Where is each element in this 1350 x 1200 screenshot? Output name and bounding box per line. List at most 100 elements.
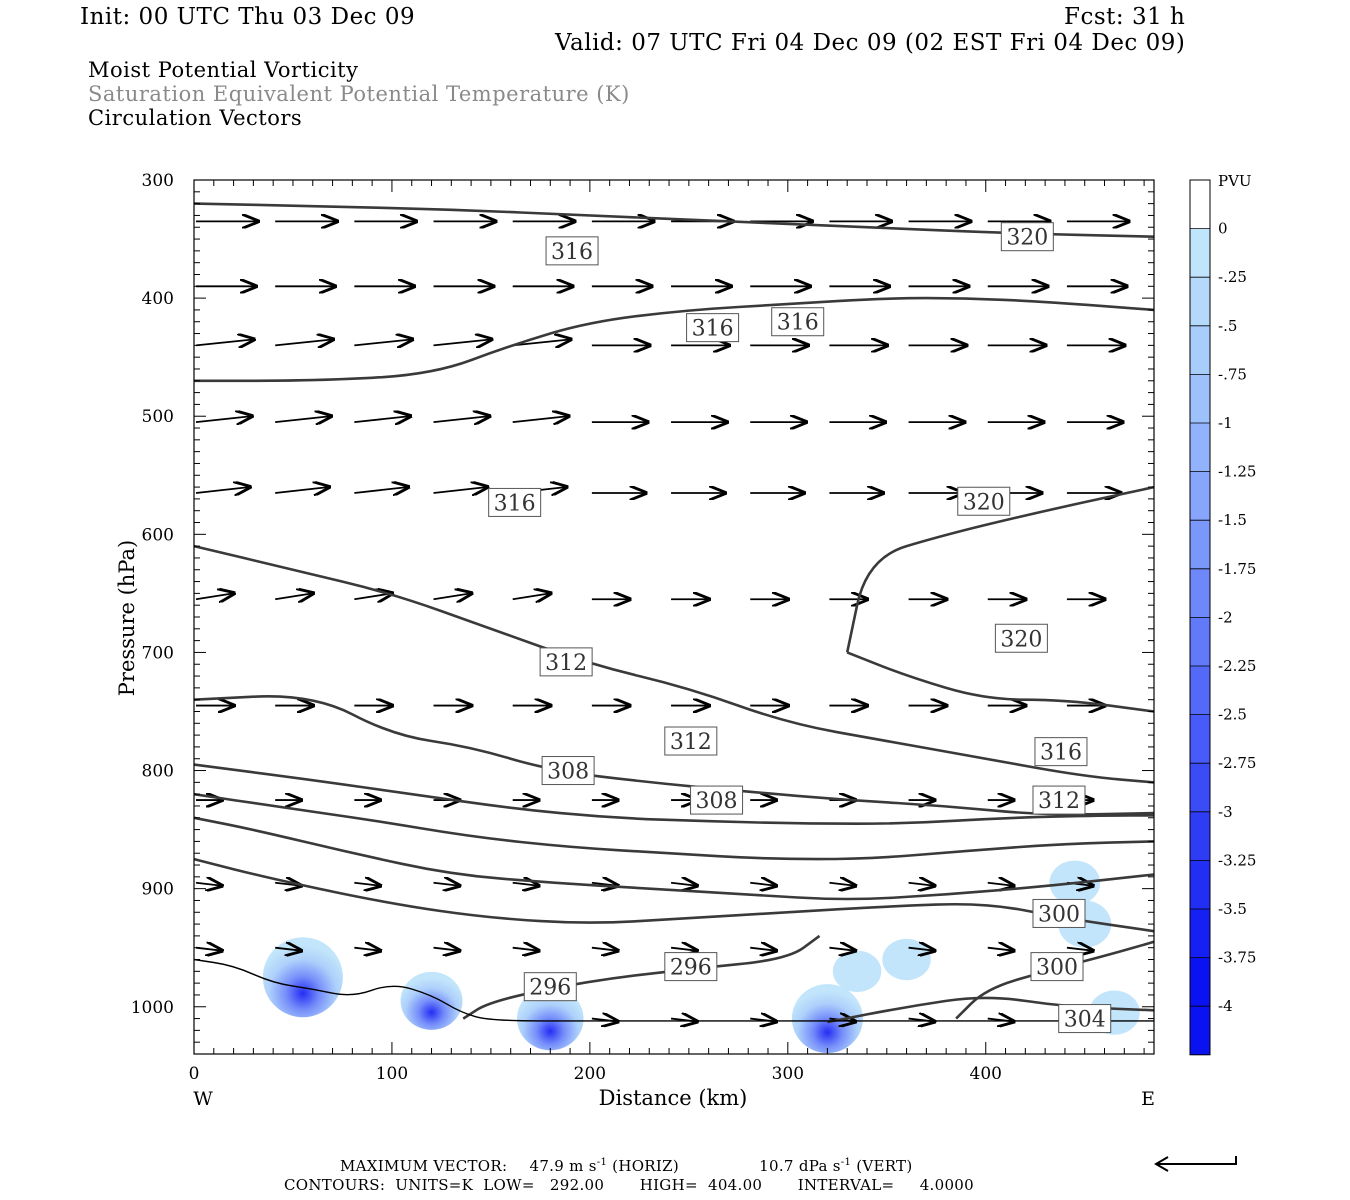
colorbar-swatch-15 xyxy=(1190,909,1210,958)
isentrope-312-7 xyxy=(193,763,1154,826)
colorbar-swatch-12 xyxy=(1190,763,1210,812)
colorbar-label-8: -2 xyxy=(1218,608,1233,626)
circulation-vector-5-3 xyxy=(433,593,472,599)
circulation-vector-9-6 xyxy=(670,948,697,951)
contours-info: CONTOURS: UNITS=K LOW= 292.00 HIGH= 404.… xyxy=(284,1176,974,1194)
y-tick-label: 1000 xyxy=(131,998,174,1018)
contour-label-320-16: 320 xyxy=(994,623,1048,653)
x-tick-label: 200 xyxy=(574,1064,606,1084)
x-axis-title: Distance (km) xyxy=(599,1086,748,1110)
contour-label-296-2: 296 xyxy=(523,972,577,1002)
circulation-vector-9-1 xyxy=(275,948,301,951)
cross-section-chart: 304 300 296 296 300 308 308 312 312 312 316 316 316 3… xyxy=(115,171,1256,1110)
isentrope-320-15 xyxy=(845,485,1155,653)
circulation-vector-8-9 xyxy=(908,883,935,886)
contour-label-text: 316 xyxy=(1040,741,1082,766)
isentrope-contours-layer xyxy=(193,202,1155,1024)
contour-label-text: 308 xyxy=(696,789,738,814)
circulation-vector-5-0 xyxy=(195,593,234,599)
contour-labels-layer: 304 300 296 296 300 308 308 312 312 312 316 316 316 3… xyxy=(488,222,1112,1034)
contour-label-box xyxy=(957,486,1011,516)
colorbar-swatch-17 xyxy=(1190,1006,1210,1055)
circulation-vector-5-4 xyxy=(512,593,551,599)
colorbar-swatch-7 xyxy=(1190,520,1210,569)
circulation-vector-4-0 xyxy=(195,487,250,493)
colorbar-label-0: 0 xyxy=(1218,220,1228,238)
contour-label-320-17: 320 xyxy=(1000,222,1054,252)
circulation-vector-2-2 xyxy=(354,339,412,345)
contour-label-316-13: 316 xyxy=(686,313,740,343)
pv-region-0 xyxy=(262,937,343,1018)
colorbar-swatch-8 xyxy=(1190,568,1210,618)
pv-region-4 xyxy=(832,950,882,993)
colorbar-label-3: -.75 xyxy=(1218,365,1247,383)
colorbar-label-5: -1.25 xyxy=(1218,463,1256,481)
colorbar-swatch-1 xyxy=(1190,228,1210,278)
colorbar-swatch-6 xyxy=(1190,471,1210,521)
colorbar-swatch-13 xyxy=(1190,811,1210,861)
y-tick-label: 500 xyxy=(142,407,174,427)
pv-shading-layer xyxy=(262,860,1140,1054)
circulation-vector-2-4 xyxy=(512,339,571,345)
field-circulation: Circulation Vectors xyxy=(88,106,303,130)
field-theta-es: Saturation Equivalent Potential Temperat… xyxy=(88,82,630,106)
circulation-vector-4-1 xyxy=(275,487,329,493)
contour-label-304-0: 304 xyxy=(1058,1004,1112,1034)
isentrope-296-2 xyxy=(462,934,821,1020)
contour-label-text: 300 xyxy=(1036,956,1078,981)
colorbar-label-16: -4 xyxy=(1218,997,1233,1015)
contour-label-text: 316 xyxy=(692,317,734,342)
reference-vector xyxy=(1154,1156,1237,1172)
contour-label-308-6: 308 xyxy=(690,785,744,815)
contour-label-box xyxy=(686,313,740,343)
field-moist-pv: Moist Potential Vorticity xyxy=(88,58,359,82)
contour-label-320-15: 320 xyxy=(957,486,1011,516)
isentrope-312-8 xyxy=(193,695,1155,816)
contour-label-300-4: 300 xyxy=(1032,898,1086,928)
colorbar-label-4: -1 xyxy=(1218,414,1233,432)
isentrope-308-6 xyxy=(193,792,1155,861)
pv-region-5 xyxy=(882,938,931,981)
circulation-vector-4-2 xyxy=(354,487,408,493)
circulation-vector-9-0 xyxy=(195,948,222,951)
isentrope-316-10 xyxy=(193,544,1155,784)
isentrope-308-5 xyxy=(193,816,1155,901)
colorbar-swatch-3 xyxy=(1190,325,1210,375)
contour-label-316-14: 316 xyxy=(771,307,825,337)
circulation-vector-9-10 xyxy=(987,948,1014,951)
contour-label-text: 304 xyxy=(1064,1008,1106,1033)
contour-label-box xyxy=(1032,898,1086,928)
contour-label-box xyxy=(994,623,1048,653)
circulation-vector-9-8 xyxy=(829,948,855,951)
contour-label-text: 312 xyxy=(545,651,587,676)
colorbar-label-2: -.5 xyxy=(1218,317,1237,335)
contour-label-box xyxy=(523,972,577,1002)
colorbar-label-14: -3.5 xyxy=(1218,900,1247,918)
colorbar-swatch-11 xyxy=(1190,714,1210,764)
y-tick-label: 800 xyxy=(142,762,174,782)
contour-label-box xyxy=(1058,1004,1112,1034)
vert-exponent: -1 xyxy=(840,1157,852,1168)
contour-label-312-9: 312 xyxy=(664,726,718,756)
circulation-vector-8-2 xyxy=(354,883,380,886)
east-label: E xyxy=(1141,1088,1155,1110)
circulation-vector-2-3 xyxy=(433,339,492,345)
contour-label-316-10: 316 xyxy=(1034,737,1088,767)
contour-label-text: 312 xyxy=(1038,789,1080,814)
circulation-vectors-layer xyxy=(195,221,1129,1021)
contour-label-text: 296 xyxy=(670,956,712,981)
contour-label-text: 316 xyxy=(494,491,536,516)
horiz-unit: (HORIZ) xyxy=(607,1157,680,1175)
circulation-vector-8-10 xyxy=(987,883,1014,886)
x-tick-label: 400 xyxy=(970,1064,1002,1084)
circulation-vector-9-4 xyxy=(512,948,539,951)
forecast-hour: Fcst: 31 h xyxy=(1064,4,1186,30)
circulation-vector-3-4 xyxy=(512,416,569,422)
colorbar-label-1: -.25 xyxy=(1218,268,1247,286)
terrain-outline xyxy=(193,958,1154,1022)
isentrope-300-1 xyxy=(955,940,1155,1020)
circulation-vector-2-0 xyxy=(195,339,254,345)
horiz-exponent: -1 xyxy=(596,1157,608,1168)
terrain-layer xyxy=(193,958,1154,1022)
max-vector-label: MAXIMUM VECTOR: xyxy=(340,1157,508,1175)
